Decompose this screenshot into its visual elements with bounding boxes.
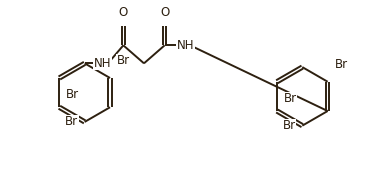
Text: O: O xyxy=(160,6,169,19)
Text: Br: Br xyxy=(284,92,297,105)
Text: O: O xyxy=(119,6,128,19)
Text: NH: NH xyxy=(176,39,194,52)
Text: Br: Br xyxy=(334,58,348,71)
Text: Br: Br xyxy=(65,115,78,128)
Text: Br: Br xyxy=(283,119,296,132)
Text: NH: NH xyxy=(94,57,111,70)
Text: Br: Br xyxy=(117,54,130,67)
Text: Br: Br xyxy=(66,88,79,101)
